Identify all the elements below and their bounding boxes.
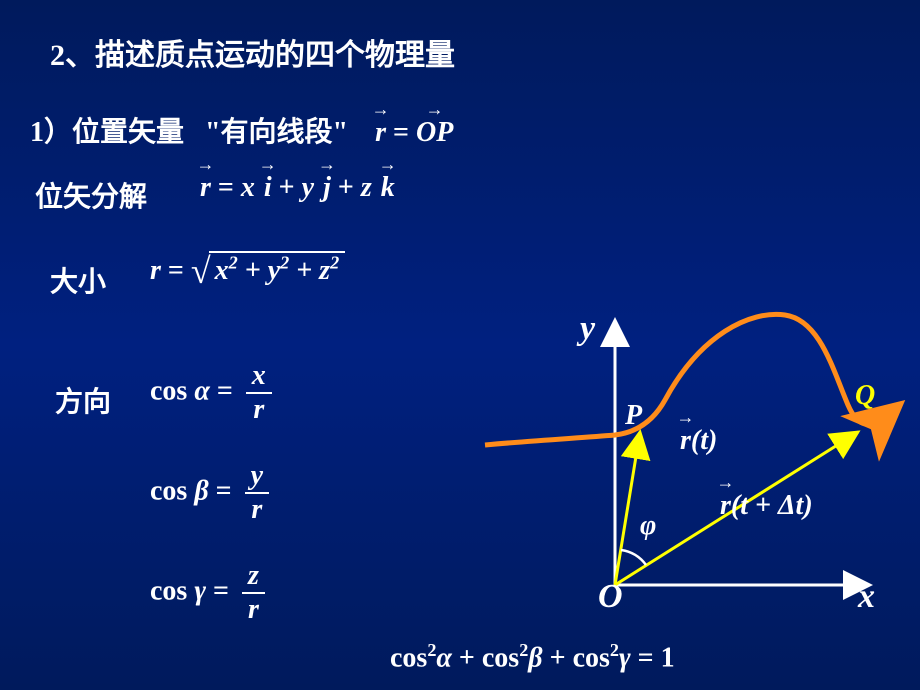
vector-rt xyxy=(615,432,640,585)
l2-r: r xyxy=(200,172,211,203)
cc-num: z xyxy=(242,560,265,594)
cos-gamma: cos γ = zr xyxy=(150,560,265,626)
cos-beta: cos β = yr xyxy=(150,460,269,526)
line1-eq-rhs: OP xyxy=(416,117,453,148)
vec-rt-label: r(t) xyxy=(680,425,717,457)
vec-rtdt-label: r(t + Δt) xyxy=(720,490,813,522)
line1-eq: r = OP xyxy=(375,117,453,148)
origin-label: O xyxy=(598,578,623,616)
l3-r: r xyxy=(150,255,161,286)
cc-den: r xyxy=(242,594,265,626)
slide-title: 2、描述质点运动的四个物理量 xyxy=(50,30,455,74)
line2-label: 位矢分解 xyxy=(35,175,147,215)
l2-i: i xyxy=(264,172,272,203)
bottom-eq: cos2α + cos2β + cos2γ = 1 xyxy=(390,640,675,674)
l2-j: j xyxy=(323,172,331,203)
ca-num: x xyxy=(246,360,272,394)
l3-body: x2 + y2 + z2 xyxy=(215,255,340,286)
line1-prefix: 1）位置矢量 xyxy=(30,117,184,148)
y-axis-label: y xyxy=(580,310,595,348)
point-p-label: P xyxy=(625,400,642,432)
ca-den: r xyxy=(246,394,272,426)
l2-z: z xyxy=(361,172,372,203)
point-q-label: Q xyxy=(855,380,875,412)
line4-label: 方向 xyxy=(55,380,111,420)
l2-x: x xyxy=(241,172,255,203)
cb-den: r xyxy=(245,494,269,526)
phi-label: φ xyxy=(640,510,656,542)
line3-eq: r = √x2 + y2 + z2 xyxy=(150,250,345,292)
line1-quote: "有向线段" xyxy=(205,117,348,148)
cos-alpha: cos α = xr xyxy=(150,360,272,426)
l2-k: k xyxy=(381,172,395,203)
diagram-svg xyxy=(0,0,920,690)
line2-eq: r = x i + y j + z k xyxy=(200,172,395,204)
l2-y: y xyxy=(302,172,314,203)
line1-eq-lhs: r xyxy=(375,117,386,148)
line1: 1）位置矢量 "有向线段" r = OP xyxy=(30,110,453,150)
line3-label: 大小 xyxy=(50,260,106,300)
x-axis-label: x xyxy=(858,578,875,616)
angle-arc xyxy=(621,550,646,565)
cb-num: y xyxy=(245,460,269,494)
